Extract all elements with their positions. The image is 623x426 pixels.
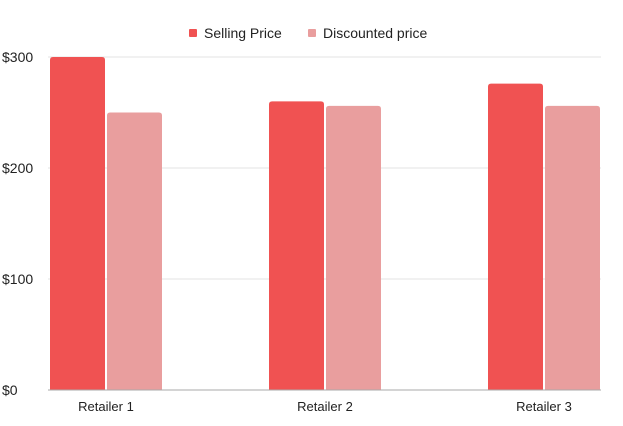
legend-swatch-discounted-price: [308, 29, 316, 37]
bar-selling-price-retailer-3: [488, 83, 543, 390]
legend-label-selling-price: Selling Price: [204, 25, 282, 41]
y-axis-ticks: $0 $100 $200 $300: [2, 49, 33, 398]
bar-selling-price-retailer-1: [50, 57, 105, 390]
y-tick-label: $300: [2, 49, 33, 65]
x-tick-label: Retailer 1: [78, 399, 134, 414]
y-tick-label: $0: [2, 382, 18, 398]
legend: Selling Price Discounted price: [189, 25, 427, 41]
x-axis-labels: Retailer 1 Retailer 2 Retailer 3: [78, 399, 572, 414]
y-tick-label: $100: [2, 271, 33, 287]
legend-swatch-selling-price: [189, 29, 197, 37]
bar-discounted-price-retailer-2: [326, 105, 381, 390]
x-tick-label: Retailer 3: [516, 399, 572, 414]
bar-discounted-price-retailer-3: [545, 105, 600, 390]
y-tick-label: $200: [2, 160, 33, 176]
bars: [50, 57, 600, 391]
x-tick-label: Retailer 2: [297, 399, 353, 414]
bar-discounted-price-retailer-1: [107, 112, 162, 390]
legend-label-discounted-price: Discounted price: [323, 25, 427, 41]
bar-selling-price-retailer-2: [269, 101, 324, 391]
